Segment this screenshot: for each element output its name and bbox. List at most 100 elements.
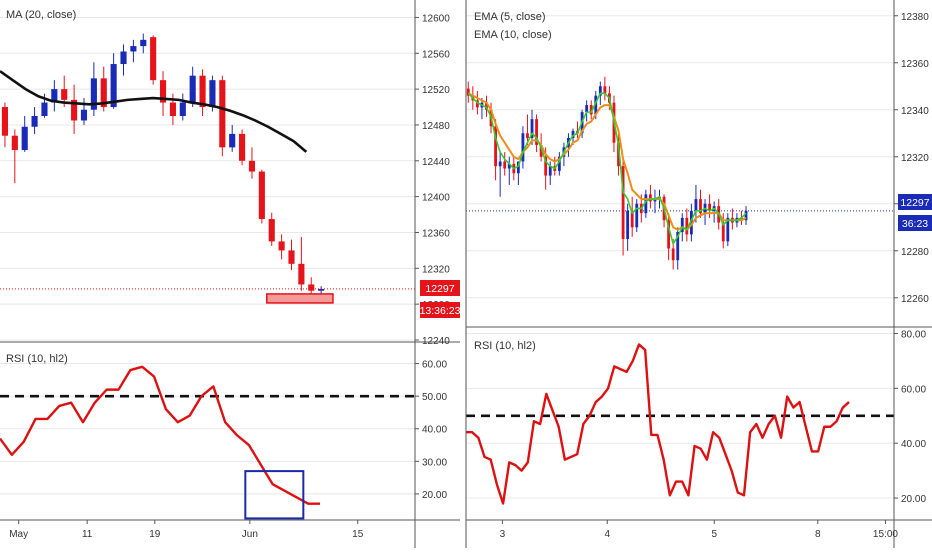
right-candle-body — [557, 156, 561, 171]
left-candle-body — [179, 102, 186, 116]
right-candle-body — [516, 161, 520, 174]
right-candle-body — [548, 166, 552, 176]
right-rsi-legend[interactable]: RSI (10, hl2) — [474, 340, 536, 352]
right-candle-body — [503, 161, 507, 169]
left-price-tick-label: 12440 — [422, 157, 450, 168]
right-candle-body — [507, 163, 511, 169]
left-candle-body — [41, 102, 48, 116]
left-rsi-legend[interactable]: RSI (10, hl2) — [6, 353, 68, 365]
left-price-tick-label: 12520 — [422, 85, 450, 96]
right-candle-body — [648, 194, 652, 202]
left-candle-body — [258, 171, 265, 220]
left-candle-body — [21, 126, 28, 151]
left-candle-body — [11, 135, 18, 151]
right-candle-body — [676, 231, 680, 261]
right-candle-body — [626, 210, 630, 240]
left-time-axis[interactable]: May 11 19 Jun 15 — [9, 520, 364, 540]
right-candle-body — [667, 220, 671, 249]
right-candle-body — [539, 145, 543, 157]
left-price-highlight-zone — [266, 293, 334, 304]
right-time-tick-label: 4 — [604, 529, 610, 540]
left-candle-body — [189, 75, 196, 103]
left-price-tick-label: 12320 — [422, 264, 450, 275]
left-candle-body — [61, 89, 68, 100]
left-candle-body — [120, 51, 127, 65]
left-candle-body — [239, 133, 246, 161]
right-rsi-tick-label: 80.00 — [901, 329, 926, 340]
left-time-tick-label: 19 — [149, 529, 161, 540]
right-last-price-text: 12297 — [900, 197, 929, 209]
ema10-line — [467, 92, 747, 231]
right-ema5-legend[interactable]: EMA (5, close) — [474, 11, 546, 23]
right-candle-body — [585, 105, 589, 113]
left-candle-body — [169, 102, 176, 116]
right-price-axis[interactable]: 12380123601234012320123001228012260 — [465, 0, 932, 548]
right-rsi-line — [466, 343, 850, 505]
right-price-grid — [466, 15, 894, 299]
left-candle-body — [199, 75, 206, 108]
ma-line — [0, 70, 308, 153]
left-candle-body — [308, 284, 315, 291]
left-last-price-text: 12297 — [425, 283, 454, 295]
right-rsi-tick-label: 60.00 — [901, 384, 926, 395]
right-rsi-axis[interactable]: 80.00 60.00 40.00 20.00 — [894, 329, 926, 505]
left-rsi-axis[interactable]: 60.00 50.00 40.00 30.00 20.00 — [415, 360, 447, 501]
left-candle-body — [268, 219, 275, 242]
left-ma-legend[interactable]: MA (20, close) — [6, 9, 76, 21]
right-price-pane[interactable] — [466, 76, 894, 270]
right-price-tick-label: 12360 — [901, 59, 929, 70]
left-candle-body — [80, 109, 88, 121]
left-candle-body — [159, 80, 167, 103]
right-candle-body — [603, 86, 607, 94]
left-candle-body — [130, 46, 137, 52]
right-time-tick-label: 5 — [711, 529, 717, 540]
left-countdown-badge: 13:36:23 — [420, 302, 461, 318]
left-time-tick-label: 15 — [352, 529, 364, 540]
right-rsi-pane[interactable] — [466, 332, 894, 505]
left-price-pane[interactable] — [0, 33, 415, 304]
right-time-tick-label: 15:00 — [873, 529, 898, 540]
right-candle-body — [589, 105, 593, 115]
right-candle-body — [708, 203, 712, 211]
left-price-tick-label: 12560 — [422, 49, 450, 60]
right-price-tick-label: 12280 — [901, 247, 929, 258]
right-chart[interactable]: 12380123601234012320123001228012260 80.0… — [465, 0, 932, 548]
left-rsi-line — [0, 365, 320, 505]
left-candle-body — [71, 99, 78, 121]
right-countdown-badge: 36:23 — [898, 215, 932, 231]
left-candle-body — [288, 250, 295, 264]
right-ema10-legend[interactable]: EMA (10, close) — [474, 29, 552, 41]
left-countdown-text: 13:36:23 — [420, 305, 461, 317]
left-time-tick-label: 11 — [82, 529, 93, 540]
right-candle-body — [571, 130, 575, 138]
right-candle-body — [526, 133, 529, 138]
right-candle-body — [621, 166, 625, 240]
left-rsi-tick-label: 20.00 — [422, 490, 447, 501]
right-candle-body — [671, 248, 675, 261]
left-price-axis[interactable]: 12600 12560 12520 12480 12440 12400 12360 12320… — [0, 0, 460, 548]
left-chart[interactable]: 12600 12560 12520 12480 12440 12400 12360 12320… — [0, 0, 460, 548]
left-candle-body — [90, 78, 97, 110]
left-candle-body — [51, 89, 58, 103]
right-candle-body — [494, 126, 498, 167]
right-candle-body — [466, 88, 470, 96]
right-price-tick-label: 12260 — [901, 294, 929, 305]
left-rsi-tick-label: 60.00 — [422, 360, 447, 371]
left-rsi-pane[interactable] — [0, 363, 415, 520]
right-candle-body — [617, 142, 620, 167]
right-last-price-badge: 12297 — [898, 194, 932, 210]
left-time-tick-label: May — [9, 529, 28, 540]
right-candle-body — [594, 95, 598, 115]
left-price-tick-label: 12360 — [422, 228, 450, 239]
left-price-tick-label: 12480 — [422, 121, 450, 132]
right-price-tick-label: 12340 — [901, 106, 929, 117]
right-candle-body — [635, 203, 639, 228]
left-time-tick-label: Jun — [242, 529, 258, 540]
right-time-axis[interactable]: 3 4 5 8 15:00 — [500, 520, 899, 540]
left-candle-body — [298, 263, 305, 285]
left-rsi-highlight-box — [244, 470, 305, 520]
left-rsi-tick-label: 40.00 — [422, 425, 447, 436]
right-candle-body — [498, 161, 502, 167]
